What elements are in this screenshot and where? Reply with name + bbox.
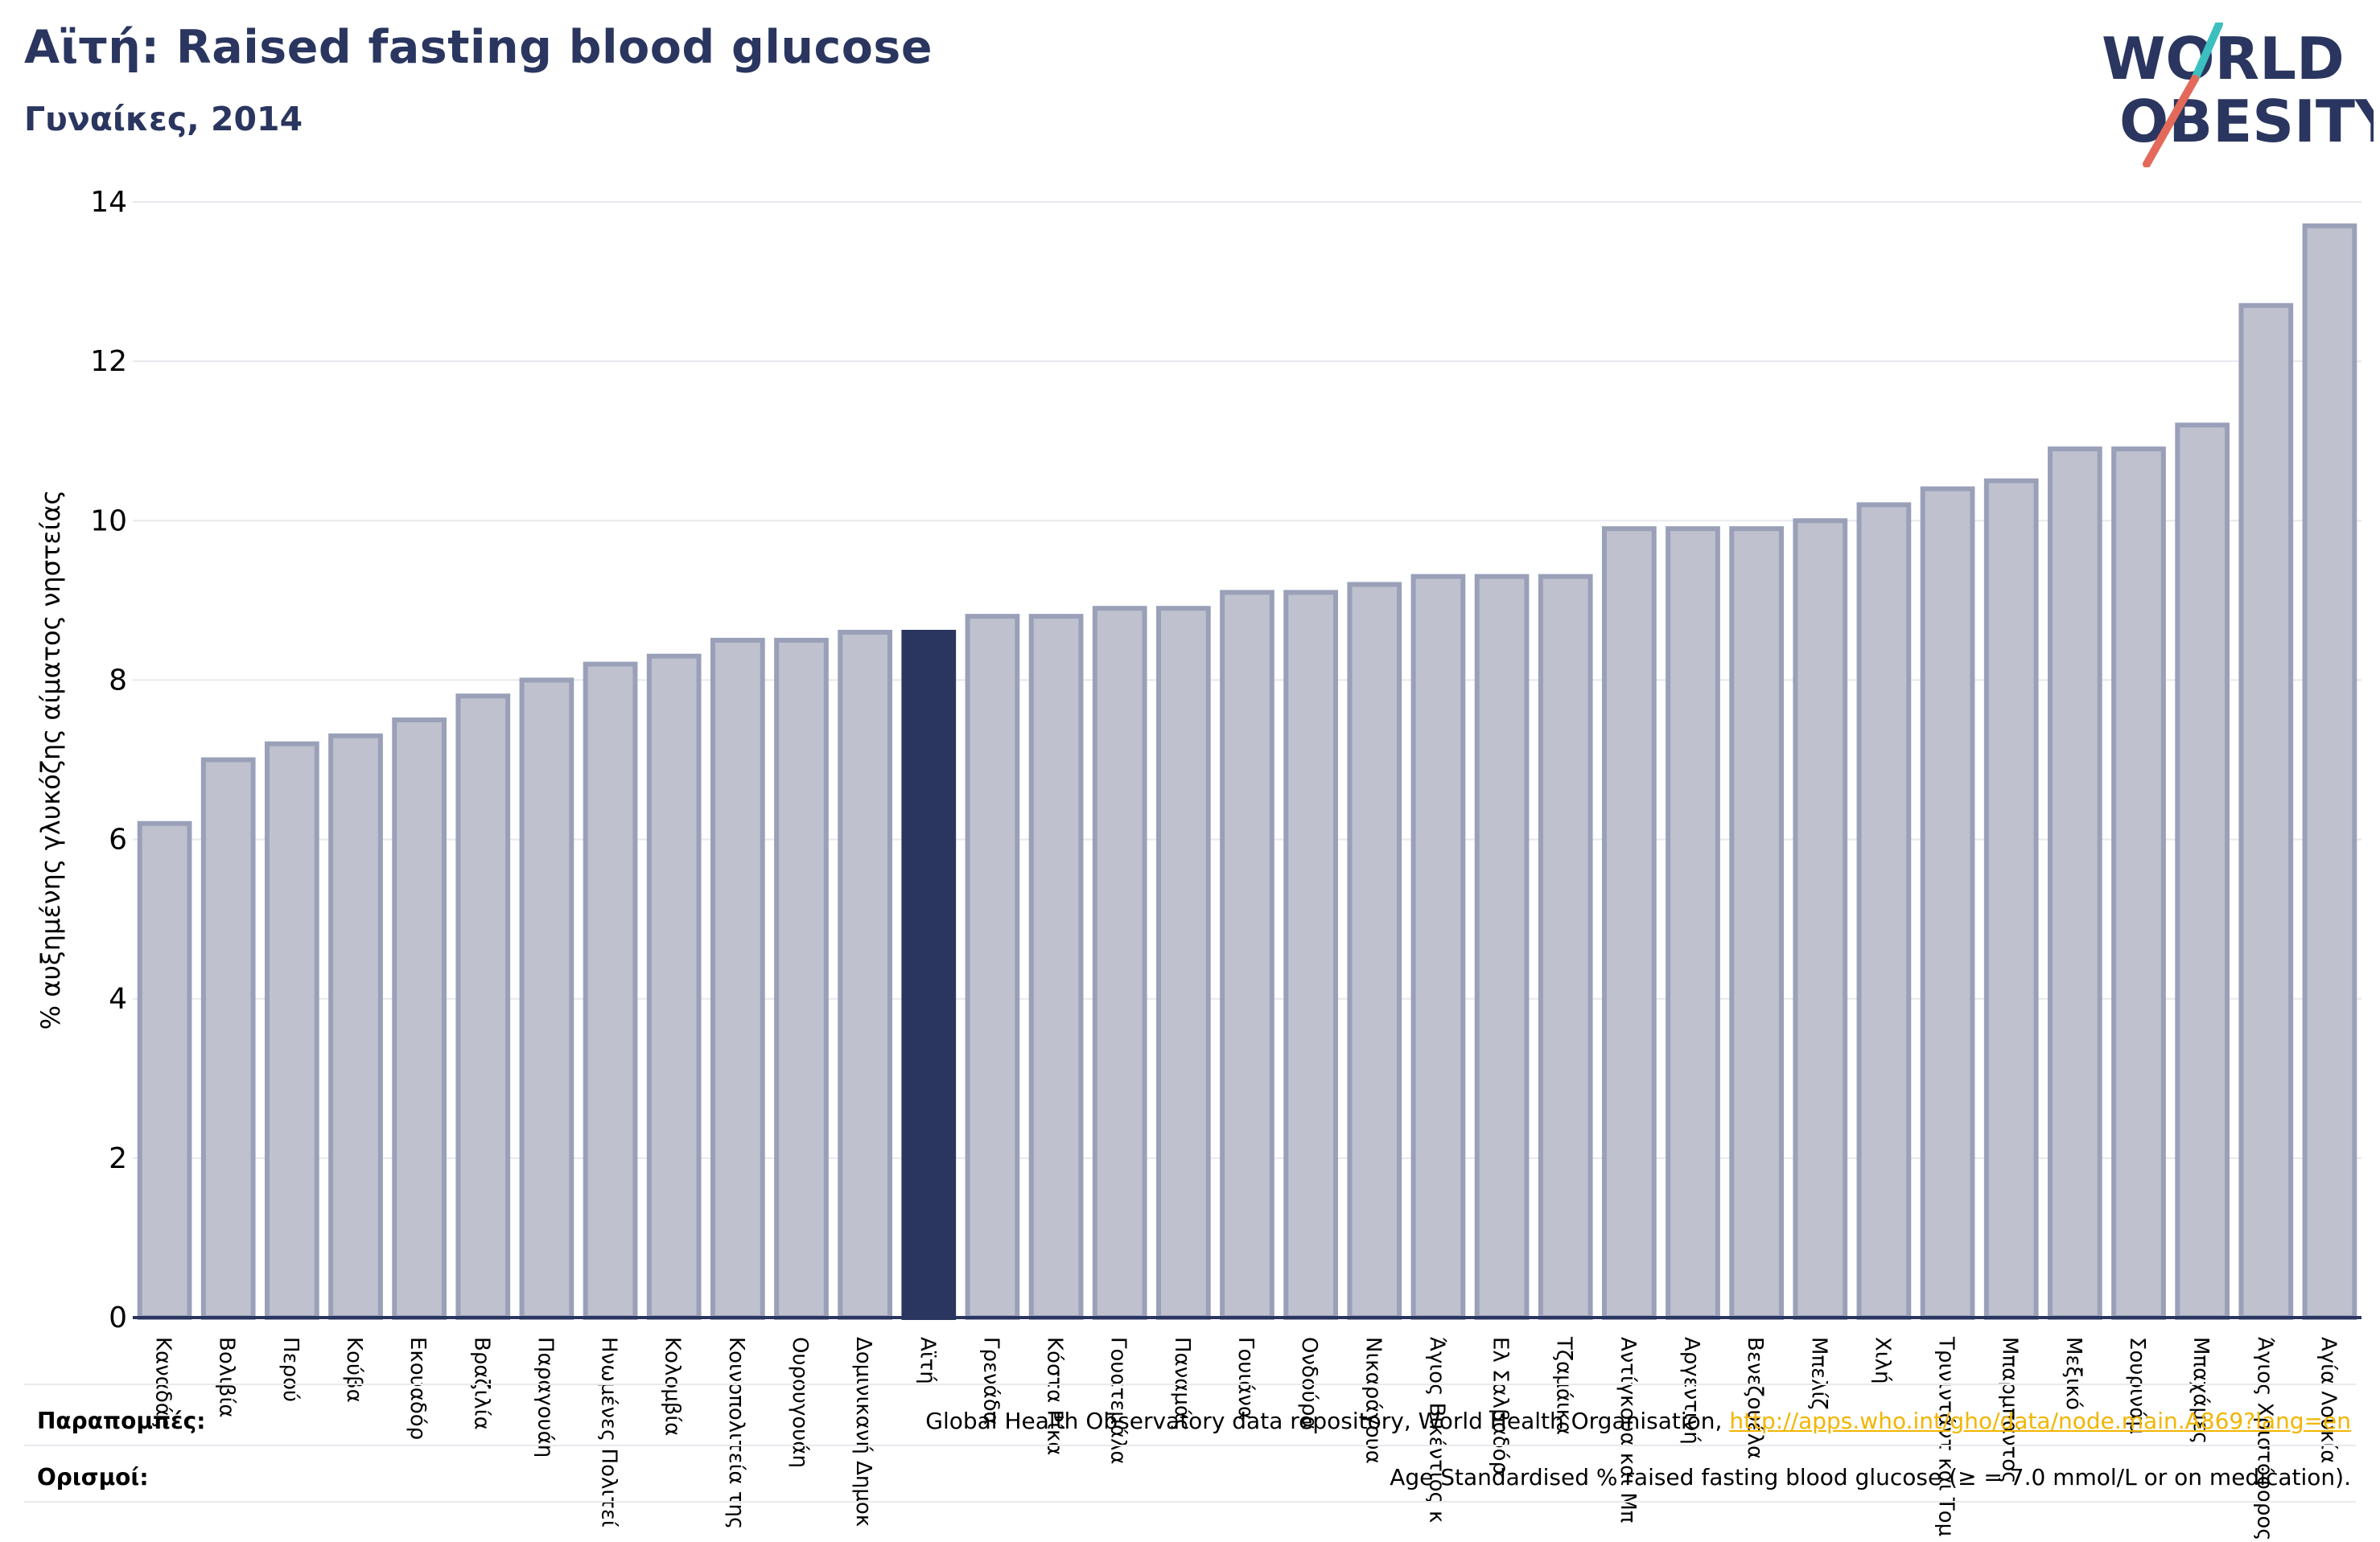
x-tick-label: Εκουαδόρ	[406, 1337, 430, 1440]
bar	[519, 677, 574, 1320]
x-tick-label: Γουιάνα	[1233, 1337, 1258, 1420]
bar	[838, 629, 893, 1320]
bar	[328, 733, 383, 1320]
x-tick-label: Μπαρμπάντος	[1998, 1337, 2022, 1483]
x-tick-label: Καναδάς	[151, 1337, 175, 1429]
bar	[1474, 574, 1530, 1320]
sources-link[interactable]: http://apps.who.int/gho/data/node.main.A…	[1729, 1408, 2351, 1434]
y-tick-label: 4	[109, 983, 127, 1016]
x-tick-label: Γουατεμάλα	[1106, 1337, 1130, 1465]
logo-text-world: WORLD	[2102, 25, 2345, 93]
y-tick-label: 12	[90, 345, 127, 378]
y-tick-label: 8	[109, 664, 127, 697]
bar	[392, 717, 447, 1320]
bar	[2302, 223, 2357, 1320]
x-tick-label: Άγιος Βικέντιος κ	[1424, 1337, 1448, 1523]
x-tick-label: Άγιος Χριστόφορος	[2252, 1337, 2276, 1541]
bar	[1920, 486, 1975, 1321]
bar	[1729, 526, 1785, 1320]
x-tick-label: Κούβα	[342, 1337, 366, 1403]
x-tick-label: Μπελίζ	[1806, 1337, 1830, 1409]
x-tick-label: Ηνωμένες Πολιτεί	[597, 1337, 621, 1528]
bar	[1347, 582, 1402, 1320]
bar	[200, 757, 256, 1320]
bar	[2238, 302, 2294, 1320]
chart-subtitle: Γυναίκες, 2014	[24, 100, 303, 138]
footer-divider-top	[24, 1384, 2356, 1385]
x-tick-label: Βενεζουέλα	[1743, 1337, 1767, 1459]
x-tick-label: Μπαχάμες	[2189, 1337, 2213, 1444]
bar	[1983, 478, 2039, 1320]
x-tick-label: Παραγουάη	[533, 1337, 557, 1458]
bar	[1220, 590, 1274, 1320]
bar	[965, 614, 1020, 1320]
bar	[1410, 574, 1466, 1320]
logo-slash-top	[2191, 23, 2223, 83]
footer-divider-bottom	[24, 1501, 2356, 1503]
y-axis-label: % αυξημένης γλυκόζης αίματος νηστείας	[35, 490, 66, 1030]
bar	[137, 820, 192, 1320]
x-tick-label: Μεξικό	[2061, 1337, 2086, 1410]
sources-text: Global Health Observatory data repositor…	[925, 1408, 2351, 1434]
x-tick-label: Αργεντινή	[1679, 1337, 1703, 1445]
chart-title: Αϊτή: Raised fasting blood glucose	[24, 21, 933, 74]
bar	[1538, 574, 1593, 1320]
x-tick-label: Βραζιλία	[469, 1337, 493, 1430]
bar	[2047, 446, 2102, 1320]
bar	[1283, 590, 1339, 1320]
bar	[646, 653, 702, 1320]
x-tick-label: Ουρουγουάη	[788, 1337, 812, 1468]
x-tick-label: Αντίγκουα και Μπ	[1616, 1337, 1640, 1523]
x-tick-label: Αγία Λουκία	[2316, 1337, 2340, 1463]
bar	[710, 637, 765, 1320]
sources-label: Παραπομπές:	[37, 1408, 206, 1434]
x-tick-label: Ονδούρα	[1297, 1337, 1321, 1430]
bar	[455, 693, 511, 1320]
bar	[1155, 606, 1211, 1320]
x-tick-label: Τρινιντάντ και Τομ	[1934, 1336, 1958, 1536]
footer-divider-middle	[24, 1445, 2356, 1446]
x-tick-label: Τζαμάικα	[1552, 1336, 1576, 1435]
x-tick-label: Δομινικανή Δημοκ	[851, 1337, 875, 1527]
definitions-label: Ορισμοί:	[37, 1464, 149, 1491]
x-tick-label: Κόστα Ρίκα	[1043, 1337, 1067, 1455]
bar	[583, 661, 638, 1320]
logo-slash-bottom	[2143, 75, 2199, 167]
bar	[774, 637, 829, 1320]
bar	[1856, 502, 1912, 1320]
y-tick-label: 14	[90, 186, 127, 219]
sources-description: Global Health Observatory data repositor…	[925, 1408, 1730, 1434]
bar	[1601, 526, 1657, 1320]
x-tick-label: Περού	[278, 1337, 303, 1402]
bar	[1793, 518, 1848, 1320]
bar	[1666, 526, 1720, 1320]
x-tick-label: Χιλή	[1870, 1337, 1894, 1384]
x-tick-label: Κολομβία	[661, 1337, 685, 1436]
bar-highlighted	[901, 629, 957, 1320]
x-tick-label: Κοινοπολιτεία της	[724, 1337, 748, 1529]
y-tick-label: 2	[109, 1142, 127, 1175]
x-tick-label: Νικαράγουα	[1361, 1337, 1385, 1464]
x-tick-label: Σουρινάμ	[2125, 1337, 2149, 1434]
x-tick-label: Αϊτή	[915, 1337, 939, 1384]
x-tick-label: Γρενάδα	[978, 1337, 1003, 1425]
bar	[1092, 606, 1147, 1320]
x-tick-label: Βολιβία	[215, 1337, 239, 1417]
definitions-text: Age Standardised % raised fasting blood …	[1390, 1464, 2351, 1491]
bar	[1028, 614, 1084, 1320]
world-obesity-logo: WORLD OBESITY	[2102, 23, 2374, 167]
x-tick-label: Ελ Σαλβαδόρ	[1489, 1337, 1513, 1474]
y-tick-label: 10	[90, 504, 127, 537]
y-tick-label: 0	[109, 1301, 127, 1334]
bar	[264, 741, 319, 1320]
bar	[2175, 422, 2230, 1320]
y-tick-label: 6	[109, 824, 127, 857]
bar	[2111, 446, 2166, 1320]
